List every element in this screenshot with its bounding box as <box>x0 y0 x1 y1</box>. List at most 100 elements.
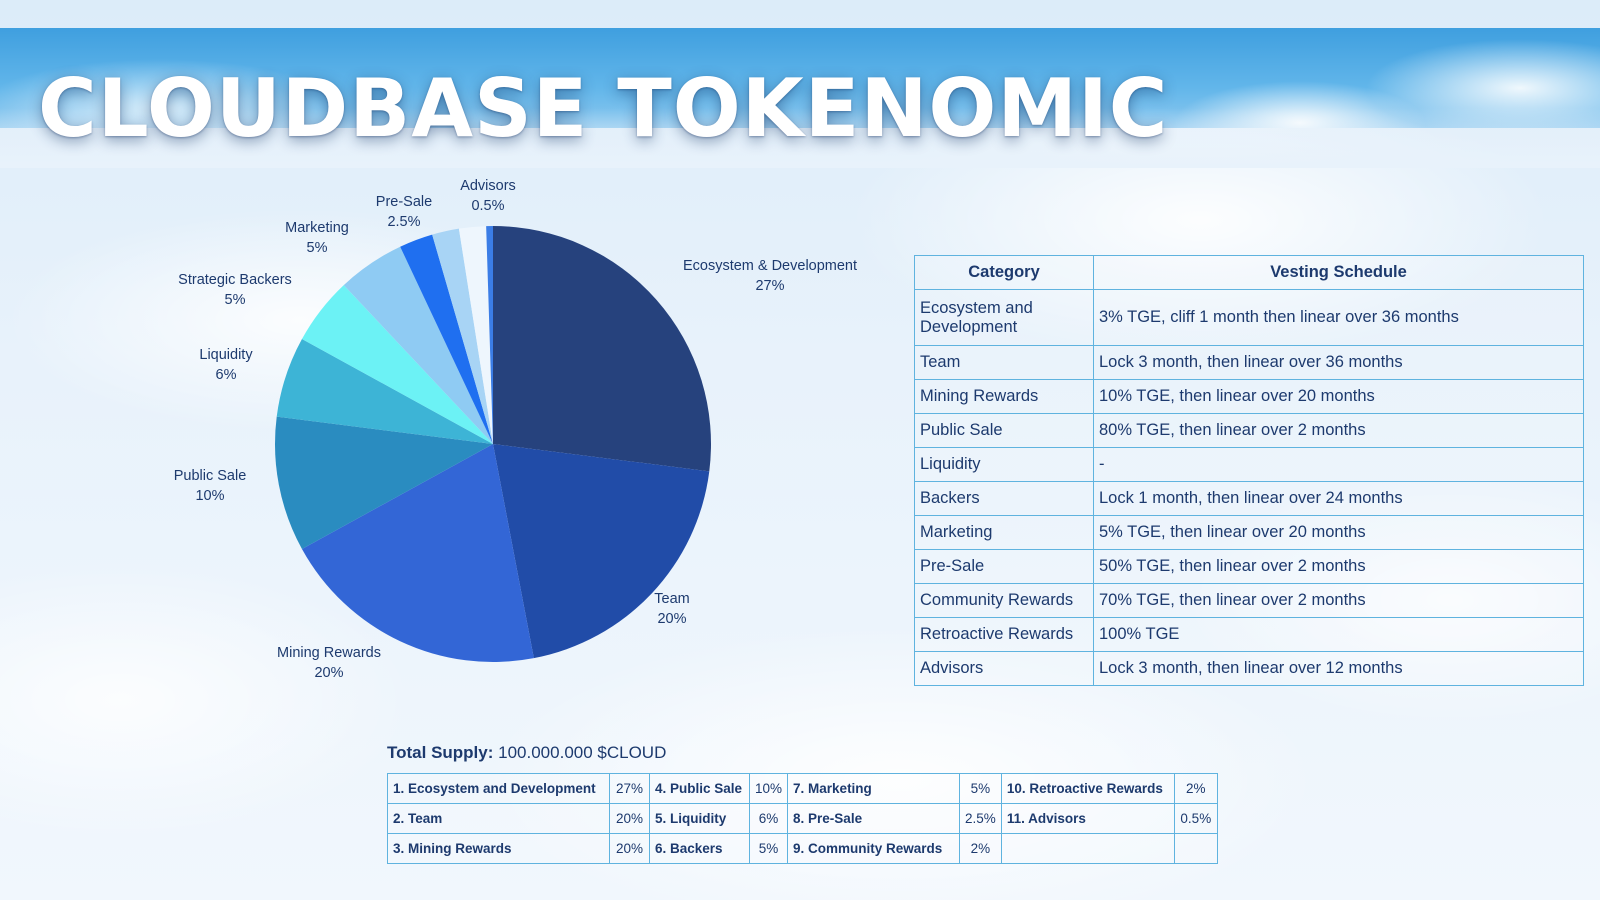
pie-slice-ecosystem-development <box>493 226 711 472</box>
vesting-header-schedule: Vesting Schedule <box>1093 255 1584 290</box>
vesting-schedule: 80% TGE, then linear over 2 months <box>1093 413 1584 448</box>
allocation-row: 3. Mining Rewards 20% 6. Backers 5% 9. C… <box>387 833 1218 864</box>
pie-slice-advisors <box>486 226 493 444</box>
allocation-percent: 20% <box>609 803 650 834</box>
pie-slice-unlabeled-9 <box>458 226 493 444</box>
pie-slices <box>275 226 711 663</box>
vesting-schedule: - <box>1093 447 1584 482</box>
allocation-percent: 2.5% <box>959 803 1002 834</box>
slice-label: Public Sale <box>174 468 247 484</box>
vesting-row: Liquidity - <box>914 447 1584 482</box>
allocation-name: 10. Retroactive Rewards <box>1000 773 1175 804</box>
pie-slice-pre-sale <box>400 234 493 444</box>
vesting-header-row: Category Vesting Schedule <box>914 255 1584 290</box>
slice-value-label: 0.5% <box>471 198 504 214</box>
total-supply-value: 100.000.000 $CLOUD <box>498 743 667 762</box>
page-title: CLOUDBASE TOKENOMIC <box>38 62 1169 155</box>
allocation-percent: 2% <box>1173 773 1218 804</box>
slice-value-label: 2.5% <box>387 214 420 230</box>
allocation-row: 2. Team 20% 5. Liquidity 6% 8. Pre-Sale … <box>387 803 1218 834</box>
vesting-schedule: 70% TGE, then linear over 2 months <box>1093 583 1584 618</box>
allocation-name: 9. Community Rewards <box>787 833 961 864</box>
allocation-row: 1. Ecosystem and Development 27% 4. Publ… <box>387 773 1218 804</box>
slice-label: Mining Rewards <box>277 645 381 661</box>
vesting-category: Team <box>914 345 1094 380</box>
allocation-name: 1. Ecosystem and Development <box>387 773 610 804</box>
slice-value-label: 10% <box>195 488 224 504</box>
vesting-category: Marketing <box>914 515 1094 550</box>
vesting-row: Ecosystem and Development 3% TGE, cliff … <box>914 289 1584 346</box>
vesting-category: Retroactive Rewards <box>914 617 1094 652</box>
allocation-name: 3. Mining Rewards <box>387 833 610 864</box>
allocation-percent: 0.5% <box>1173 803 1218 834</box>
allocation-name: 11. Advisors <box>1000 803 1175 834</box>
slice-label: Ecosystem & Development <box>683 258 857 274</box>
pie-slice-strategic-backers <box>301 285 493 444</box>
allocation-name <box>1000 833 1175 864</box>
vesting-row: Retroactive Rewards 100% TGE <box>914 617 1584 652</box>
allocation-name: 2. Team <box>387 803 610 834</box>
vesting-schedule: Lock 1 month, then linear over 24 months <box>1093 481 1584 516</box>
allocation-percent <box>1173 833 1218 864</box>
vesting-category: Community Rewards <box>914 583 1094 618</box>
allocation-percent: 2% <box>959 833 1002 864</box>
slice-value-label: 27% <box>755 278 784 294</box>
allocation-name: 5. Liquidity <box>649 803 750 834</box>
vesting-schedule: 100% TGE <box>1093 617 1584 652</box>
vesting-row: Pre-Sale 50% TGE, then linear over 2 mon… <box>914 549 1584 584</box>
vesting-schedule: 10% TGE, then linear over 20 months <box>1093 379 1584 414</box>
slice-label: Liquidity <box>199 347 253 363</box>
allocation-name: 8. Pre-Sale <box>787 803 961 834</box>
slice-value-label: 6% <box>216 367 237 383</box>
vesting-schedule: 5% TGE, then linear over 20 months <box>1093 515 1584 550</box>
vesting-row: Advisors Lock 3 month, then linear over … <box>914 651 1584 686</box>
allocation-percent: 6% <box>748 803 789 834</box>
vesting-category: Ecosystem and Development <box>914 289 1094 346</box>
vesting-row: Team Lock 3 month, then linear over 36 m… <box>914 345 1584 380</box>
vesting-category: Liquidity <box>914 447 1094 482</box>
slice-label: Team <box>654 591 689 607</box>
pie-slice-marketing <box>343 246 493 444</box>
slice-value-label: 5% <box>307 240 328 256</box>
pie-slice-liquidity <box>276 338 493 444</box>
vesting-table: Category Vesting Schedule Ecosystem and … <box>914 255 1584 686</box>
allocation-percent: 5% <box>959 773 1002 804</box>
vesting-row: Marketing 5% TGE, then linear over 20 mo… <box>914 515 1584 550</box>
vesting-row: Mining Rewards 10% TGE, then linear over… <box>914 379 1584 414</box>
vesting-schedule: 50% TGE, then linear over 2 months <box>1093 549 1584 584</box>
vesting-row: Public Sale 80% TGE, then linear over 2 … <box>914 413 1584 448</box>
allocation-name: 6. Backers <box>649 833 750 864</box>
allocation-percent: 10% <box>748 773 789 804</box>
slice-value-label: 20% <box>314 665 343 681</box>
vesting-schedule: Lock 3 month, then linear over 12 months <box>1093 651 1584 686</box>
vesting-category: Public Sale <box>914 413 1094 448</box>
slice-value-label: 20% <box>657 611 686 627</box>
total-supply: Total Supply: 100.000.000 $CLOUD <box>387 743 666 763</box>
sky-fade <box>0 108 1600 168</box>
vesting-category: Advisors <box>914 651 1094 686</box>
allocation-percent: 20% <box>609 833 650 864</box>
vesting-row: Backers Lock 1 month, then linear over 2… <box>914 481 1584 516</box>
slice-label: Strategic Backers <box>178 272 292 288</box>
vesting-category: Mining Rewards <box>914 379 1094 414</box>
slice-label: Marketing <box>285 220 349 236</box>
total-supply-label: Total Supply: <box>387 743 494 762</box>
allocation-name: 7. Marketing <box>787 773 961 804</box>
vesting-header-category: Category <box>914 255 1094 290</box>
vesting-category: Pre-Sale <box>914 549 1094 584</box>
pie-slice-team <box>493 444 710 659</box>
pie-chart: Ecosystem & Development 27% Team 20% Mining … <box>174 178 857 681</box>
allocation-name: 4. Public Sale <box>649 773 750 804</box>
pie-slice-unlabeled-8 <box>432 228 493 444</box>
vesting-schedule: Lock 3 month, then linear over 36 months <box>1093 345 1584 380</box>
vesting-category: Backers <box>914 481 1094 516</box>
allocation-percent: 5% <box>748 833 789 864</box>
pie-slice-mining-rewards <box>301 444 534 663</box>
allocation-percent: 27% <box>609 773 650 804</box>
slice-value-label: 5% <box>225 292 246 308</box>
pie-slice-public-sale <box>275 416 493 550</box>
vesting-schedule: 3% TGE, cliff 1 month then linear over 3… <box>1093 289 1584 346</box>
vesting-row: Community Rewards 70% TGE, then linear o… <box>914 583 1584 618</box>
pie-labels: Ecosystem & Development 27% Team 20% Mining … <box>174 178 857 681</box>
allocation-table: 1. Ecosystem and Development 27% 4. Publ… <box>387 773 1218 864</box>
